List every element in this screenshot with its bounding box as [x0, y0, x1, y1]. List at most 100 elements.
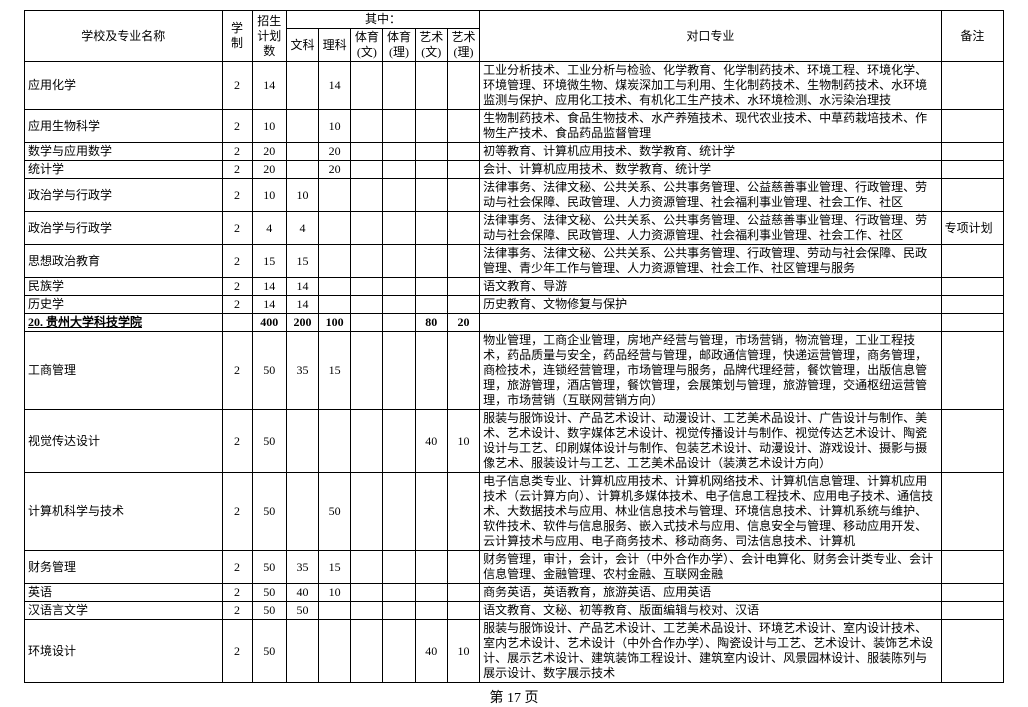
- table-cell: 35: [286, 551, 318, 584]
- table-cell: [447, 332, 479, 410]
- table-cell: [383, 410, 415, 473]
- table-cell: 14: [286, 278, 318, 296]
- table-row: 工商管理2503515物业管理，工商企业管理，房地产经营与管理，市场营销，物流管…: [25, 332, 1004, 410]
- table-cell: [383, 212, 415, 245]
- table-cell: 工商管理: [25, 332, 223, 410]
- table-row: 政治学与行政学21010法律事务、法律文秘、公共关系、公共事务管理、公益慈善事业…: [25, 179, 1004, 212]
- table-cell: [351, 110, 383, 143]
- table-cell: [383, 602, 415, 620]
- table-cell: [415, 161, 447, 179]
- table-cell: 14: [286, 296, 318, 314]
- table-cell: [286, 143, 318, 161]
- table-cell: 2: [222, 62, 252, 110]
- table-cell: 50: [286, 602, 318, 620]
- table-cell: [941, 314, 1003, 332]
- table-cell: 历史教育、文物修复与保护: [480, 296, 942, 314]
- table-cell: [941, 551, 1003, 584]
- table-cell: [351, 179, 383, 212]
- table-cell: 50: [252, 551, 286, 584]
- table-cell: 10: [319, 584, 351, 602]
- table-cell: 环境设计: [25, 620, 223, 683]
- table-row: 汉语言文学25050语文教育、文秘、初等教育、版面编辑与校对、汉语: [25, 602, 1004, 620]
- table-header: 学校及专业名称 学制 招生 计划 数 其中： 对口专业 备注 文科 理科 体育 …: [25, 11, 1004, 62]
- table-cell: [286, 62, 318, 110]
- table-cell: [447, 551, 479, 584]
- table-cell: [383, 62, 415, 110]
- table-cell: [383, 143, 415, 161]
- table-cell: [415, 473, 447, 551]
- table-row: 财务管理2503515财务管理，审计，会计，会计（中外合作办学）、会计电算化、财…: [25, 551, 1004, 584]
- table-cell: 14: [252, 296, 286, 314]
- table-cell: 民族学: [25, 278, 223, 296]
- table-cell: 20. 贵州大学科技学院: [25, 314, 223, 332]
- table-cell: 2: [222, 245, 252, 278]
- table-cell: [941, 110, 1003, 143]
- table-cell: 历史学: [25, 296, 223, 314]
- table-row: 应用生物科学21010生物制药技术、食品生物技术、水产养殖技术、现代农业技术、中…: [25, 110, 1004, 143]
- table-cell: 50: [252, 332, 286, 410]
- table-cell: [447, 161, 479, 179]
- table-cell: 政治学与行政学: [25, 212, 223, 245]
- table-cell: [415, 278, 447, 296]
- table-cell: [383, 473, 415, 551]
- table-cell: [415, 551, 447, 584]
- table-cell: 视觉传达设计: [25, 410, 223, 473]
- table-cell: 2: [222, 602, 252, 620]
- table-cell: 2: [222, 473, 252, 551]
- table-cell: [415, 62, 447, 110]
- table-row: 英语2504010商务英语，英语教育，旅游英语、应用英语: [25, 584, 1004, 602]
- table-cell: [319, 296, 351, 314]
- table-cell: [447, 584, 479, 602]
- table-cell: 35: [286, 332, 318, 410]
- table-cell: 14: [319, 62, 351, 110]
- table-cell: [351, 473, 383, 551]
- table-cell: [941, 620, 1003, 683]
- table-row: 思想政治教育21515法律事务、法律文秘、公共关系、公共事务管理、行政管理、劳动…: [25, 245, 1004, 278]
- table-cell: 应用生物科学: [25, 110, 223, 143]
- table-cell: 语文教育、文秘、初等教育、版面编辑与校对、汉语: [480, 602, 942, 620]
- table-cell: 2: [222, 584, 252, 602]
- table-cell: 10: [447, 410, 479, 473]
- table-cell: 10: [319, 110, 351, 143]
- table-cell: 专项计划: [941, 212, 1003, 245]
- table-cell: 100: [319, 314, 351, 332]
- table-cell: 服装与服饰设计、产品艺术设计、动漫设计、工艺美术品设计、广告设计与制作、美术、艺…: [480, 410, 942, 473]
- table-cell: [941, 473, 1003, 551]
- table-cell: [415, 179, 447, 212]
- th-ysli: 艺术 (理): [447, 29, 479, 62]
- table-cell: 2: [222, 179, 252, 212]
- table-cell: [447, 110, 479, 143]
- table-cell: [415, 584, 447, 602]
- table-cell: [383, 245, 415, 278]
- table-row: 统计学22020会计、计算机应用技术、数学教育、统计学: [25, 161, 1004, 179]
- table-cell: 商务英语，英语教育，旅游英语、应用英语: [480, 584, 942, 602]
- table-cell: [415, 212, 447, 245]
- table-cell: 200: [286, 314, 318, 332]
- table-cell: 10: [252, 110, 286, 143]
- th-school-major: 学校及专业名称: [25, 11, 223, 62]
- table-cell: [351, 551, 383, 584]
- table-cell: 政治学与行政学: [25, 179, 223, 212]
- table-cell: 40: [286, 584, 318, 602]
- table-cell: [941, 245, 1003, 278]
- table-cell: 15: [286, 245, 318, 278]
- table-cell: [383, 278, 415, 296]
- table-cell: [941, 179, 1003, 212]
- table-cell: [351, 602, 383, 620]
- table-cell: 思想政治教育: [25, 245, 223, 278]
- table-cell: 法律事务、法律文秘、公共关系、公共事务管理、行政管理、劳动与社会保障、民政管理、…: [480, 245, 942, 278]
- table-cell: [351, 62, 383, 110]
- table-cell: 2: [222, 332, 252, 410]
- table-cell: [447, 143, 479, 161]
- table-cell: [351, 314, 383, 332]
- table-row: 历史学21414历史教育、文物修复与保护: [25, 296, 1004, 314]
- table-cell: [447, 296, 479, 314]
- table-cell: [415, 143, 447, 161]
- th-beizhu: 备注: [941, 11, 1003, 62]
- table-cell: [941, 278, 1003, 296]
- table-cell: [447, 212, 479, 245]
- table-cell: [383, 620, 415, 683]
- table-cell: [351, 212, 383, 245]
- table-cell: 40: [415, 620, 447, 683]
- table-cell: [351, 143, 383, 161]
